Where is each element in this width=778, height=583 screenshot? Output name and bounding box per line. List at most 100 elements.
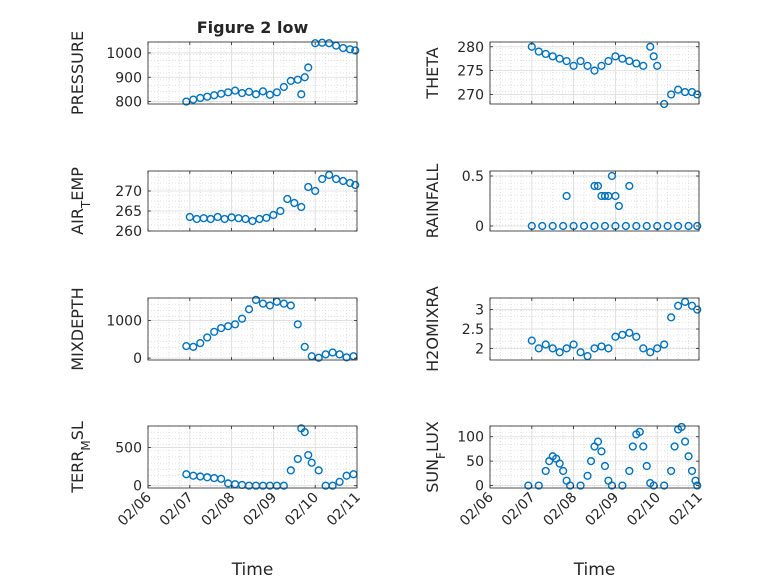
subplot-2: 270 275 280 THETA xyxy=(423,40,702,108)
data-point xyxy=(562,344,571,353)
x-tick-label: 02/11 xyxy=(666,490,706,530)
x-tick-label: 02/10 xyxy=(282,490,322,530)
data-point xyxy=(300,342,309,351)
data-point xyxy=(687,301,697,310)
data-point xyxy=(562,56,571,66)
data-point xyxy=(251,295,261,304)
data-point xyxy=(538,221,547,231)
data-point xyxy=(210,327,219,336)
y-axis-label: SUNFLUX xyxy=(423,421,448,493)
data-point xyxy=(548,221,557,231)
data-point xyxy=(632,332,641,341)
y-tick-label: 280 xyxy=(457,40,484,56)
axes-box xyxy=(489,425,700,489)
data-point xyxy=(687,466,697,476)
x-tick-label: 02/09 xyxy=(582,490,622,530)
data-point xyxy=(625,328,634,337)
axes-box xyxy=(489,41,700,105)
data-point xyxy=(307,458,316,467)
data-point xyxy=(625,466,634,476)
data-point xyxy=(673,85,683,94)
data-point xyxy=(667,90,676,99)
data-point xyxy=(251,90,261,99)
data-point xyxy=(265,90,275,99)
data-point xyxy=(639,344,648,353)
data-point xyxy=(586,457,596,466)
chart-title: Figure 2 low xyxy=(197,18,309,37)
data-point xyxy=(293,75,302,84)
data-point xyxy=(576,348,585,357)
data-point xyxy=(693,90,702,99)
y-tick-label: 0.5 xyxy=(462,169,484,185)
data-point xyxy=(272,88,281,97)
data-point xyxy=(534,481,543,490)
data-point xyxy=(328,481,337,490)
data-point xyxy=(534,47,543,56)
data-point xyxy=(258,87,268,96)
subplot-4: 0 0.5 RAINFALL xyxy=(423,164,702,238)
data-point xyxy=(576,481,585,490)
y-tick-label: 800 xyxy=(115,95,142,111)
data-point xyxy=(203,333,212,342)
data-point xyxy=(286,301,295,310)
x-axis-label: Time xyxy=(231,560,274,580)
y-tick-label: 260 xyxy=(115,224,142,240)
data-point xyxy=(611,191,620,201)
data-point xyxy=(614,201,623,211)
data-point xyxy=(555,459,564,468)
y-tick-label: 0 xyxy=(475,219,484,235)
data-point xyxy=(559,221,568,231)
data-point xyxy=(304,450,313,460)
data-point xyxy=(335,477,344,486)
data-point xyxy=(555,54,564,63)
data-markers xyxy=(524,422,702,490)
data-point xyxy=(673,301,683,310)
data-point xyxy=(680,297,690,306)
data-point xyxy=(600,461,610,471)
data-point xyxy=(569,61,578,70)
y-tick-label: 1000 xyxy=(106,314,142,330)
data-point xyxy=(590,181,599,191)
x-tick-label: 02/06 xyxy=(457,489,497,529)
data-point xyxy=(583,61,592,70)
x-axis-label: Time xyxy=(573,560,616,580)
data-point xyxy=(559,466,568,476)
data-point xyxy=(618,481,627,490)
x-tick-label: 02/06 xyxy=(115,489,155,529)
data-point xyxy=(604,344,613,353)
y-tick-label: 900 xyxy=(115,70,142,86)
y-tick-label: 100 xyxy=(457,430,484,446)
data-point xyxy=(283,194,292,204)
data-point xyxy=(642,221,651,231)
subplot-1: 800 900 1000 PRESSURE Figure 2 low xyxy=(68,18,360,115)
data-point xyxy=(555,348,564,357)
data-point xyxy=(667,466,676,476)
data-point xyxy=(667,313,676,322)
axes-box xyxy=(489,170,700,232)
y-tick-label: 0 xyxy=(475,479,484,495)
data-point xyxy=(639,442,648,451)
y-axis-label: PRESSURE xyxy=(68,31,87,115)
data-point xyxy=(541,340,550,349)
data-point xyxy=(276,206,285,216)
data-point xyxy=(597,61,606,70)
data-point xyxy=(579,221,589,231)
y-tick-label: 2.5 xyxy=(462,322,484,338)
data-point xyxy=(345,178,355,188)
data-point xyxy=(290,198,299,208)
y-tick-label: 500 xyxy=(115,440,142,456)
data-markers xyxy=(527,42,702,108)
subplot-7: 0 500 02/06 02/07 02/08 02/09 02/10 02/11 Time TE… xyxy=(68,421,364,580)
data-point xyxy=(625,56,634,66)
data-point xyxy=(562,191,571,201)
data-point xyxy=(279,82,288,92)
data-point xyxy=(265,301,275,310)
data-point xyxy=(279,481,288,490)
data-point xyxy=(335,350,344,359)
data-point xyxy=(217,474,226,483)
data-point xyxy=(590,66,599,75)
y-tick-label: 275 xyxy=(457,64,484,80)
data-point xyxy=(680,437,690,446)
data-point xyxy=(642,461,651,471)
data-point xyxy=(230,320,240,329)
